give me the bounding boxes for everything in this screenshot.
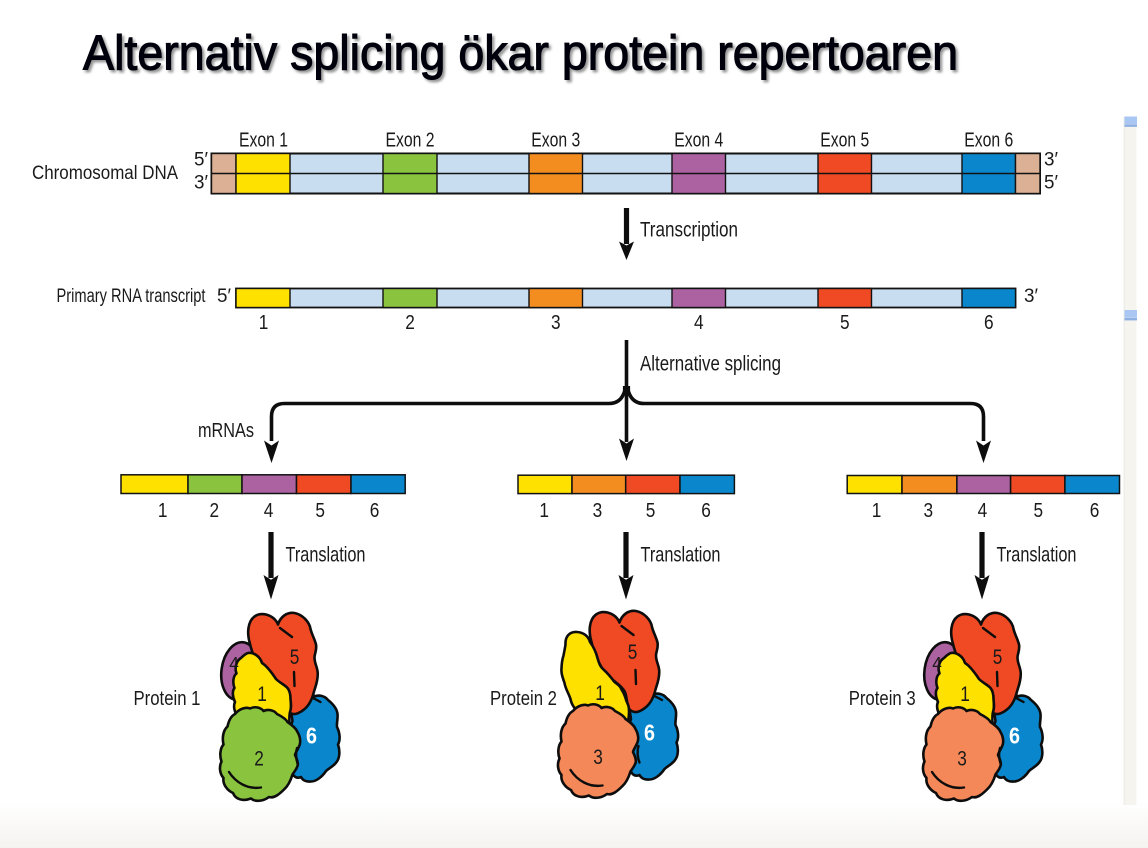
svg-text:3: 3 bbox=[924, 500, 934, 522]
svg-text:1: 1 bbox=[539, 500, 549, 522]
svg-text:2: 2 bbox=[405, 312, 415, 334]
svg-text:Exon 5: Exon 5 bbox=[820, 130, 869, 152]
svg-text:Chromosomal DNA: Chromosomal DNA bbox=[32, 163, 178, 184]
svg-text:1: 1 bbox=[158, 500, 168, 522]
svg-text:3: 3 bbox=[957, 748, 967, 771]
svg-text:5: 5 bbox=[628, 641, 638, 664]
svg-text:3′: 3′ bbox=[1024, 286, 1038, 307]
svg-text:4: 4 bbox=[694, 312, 704, 334]
svg-text:6: 6 bbox=[1009, 723, 1020, 749]
svg-text:6: 6 bbox=[644, 720, 655, 746]
svg-text:3: 3 bbox=[551, 312, 561, 334]
svg-text:Exon 4: Exon 4 bbox=[674, 130, 723, 152]
svg-text:3: 3 bbox=[593, 500, 603, 522]
svg-text:3′: 3′ bbox=[1044, 150, 1058, 171]
svg-text:5: 5 bbox=[840, 312, 850, 334]
svg-text:1: 1 bbox=[960, 683, 970, 706]
svg-text:Transcription: Transcription bbox=[640, 219, 738, 242]
svg-text:5: 5 bbox=[315, 500, 325, 522]
svg-text:Protein 2: Protein 2 bbox=[490, 687, 557, 710]
svg-text:5: 5 bbox=[993, 646, 1003, 669]
svg-text:5: 5 bbox=[290, 646, 300, 669]
svg-text:Primary RNA transcript: Primary RNA transcript bbox=[57, 286, 207, 307]
svg-text:1: 1 bbox=[595, 682, 605, 705]
svg-text:Translation: Translation bbox=[286, 544, 366, 567]
svg-text:6: 6 bbox=[701, 500, 711, 522]
svg-text:6: 6 bbox=[306, 723, 317, 749]
svg-text:Alternativ splicing ökar prote: Alternativ splicing ökar protein reperto… bbox=[83, 27, 958, 81]
svg-text:Translation: Translation bbox=[997, 544, 1077, 567]
svg-text:1: 1 bbox=[259, 312, 269, 334]
svg-text:5: 5 bbox=[646, 500, 656, 522]
svg-text:3′: 3′ bbox=[194, 173, 208, 194]
svg-text:4: 4 bbox=[978, 500, 988, 522]
svg-text:4: 4 bbox=[229, 654, 239, 674]
svg-text:6: 6 bbox=[1090, 500, 1100, 522]
svg-text:4: 4 bbox=[264, 500, 274, 522]
svg-text:4: 4 bbox=[932, 654, 942, 674]
svg-text:Exon 1: Exon 1 bbox=[239, 130, 288, 152]
svg-text:Exon 3: Exon 3 bbox=[531, 130, 580, 152]
svg-text:2: 2 bbox=[210, 500, 220, 522]
svg-text:2: 2 bbox=[254, 748, 264, 771]
svg-text:Exon 6: Exon 6 bbox=[964, 130, 1013, 152]
svg-text:Protein 1: Protein 1 bbox=[134, 687, 201, 710]
svg-text:Exon 2: Exon 2 bbox=[386, 130, 435, 152]
svg-text:1: 1 bbox=[257, 683, 267, 706]
svg-text:5: 5 bbox=[1034, 500, 1044, 522]
svg-text:Translation: Translation bbox=[641, 544, 721, 567]
svg-text:3: 3 bbox=[593, 746, 603, 769]
svg-text:Protein 3: Protein 3 bbox=[849, 687, 916, 710]
svg-text:5′: 5′ bbox=[217, 286, 231, 307]
svg-text:mRNAs: mRNAs bbox=[198, 420, 254, 442]
svg-text:5′: 5′ bbox=[1044, 173, 1058, 194]
svg-text:5′: 5′ bbox=[194, 150, 208, 171]
svg-text:Alternative splicing: Alternative splicing bbox=[640, 353, 781, 376]
svg-text:1: 1 bbox=[872, 500, 882, 522]
svg-text:6: 6 bbox=[370, 500, 380, 522]
svg-text:6: 6 bbox=[984, 312, 994, 334]
